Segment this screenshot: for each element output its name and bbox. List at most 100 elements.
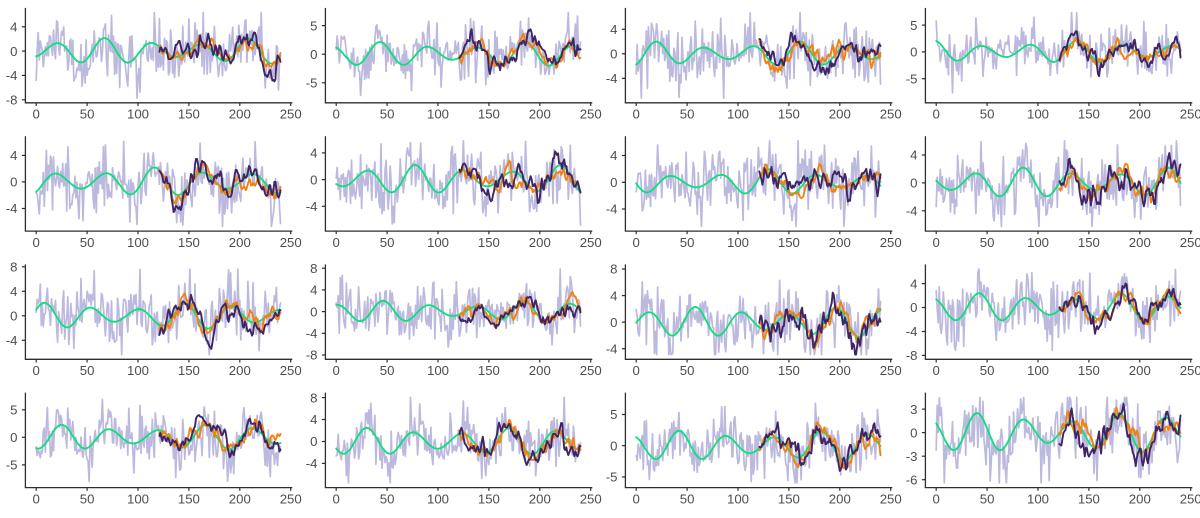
- svg-text:0: 0: [910, 300, 917, 315]
- svg-text:3: 3: [910, 402, 917, 417]
- svg-text:0: 0: [10, 309, 17, 324]
- svg-text:150: 150: [778, 107, 800, 122]
- svg-text:200: 200: [1129, 491, 1151, 506]
- svg-text:100: 100: [727, 363, 749, 378]
- svg-text:250: 250: [580, 107, 602, 122]
- svg-text:50: 50: [980, 491, 995, 506]
- svg-text:250: 250: [280, 107, 302, 122]
- svg-text:200: 200: [829, 363, 851, 378]
- svg-text:8: 8: [10, 260, 17, 275]
- svg-text:200: 200: [229, 491, 251, 506]
- svg-text:250: 250: [580, 363, 602, 378]
- svg-text:0: 0: [933, 491, 940, 506]
- svg-text:0: 0: [10, 44, 17, 59]
- svg-text:-5: -5: [906, 71, 918, 86]
- svg-text:-4: -4: [306, 199, 318, 214]
- svg-text:200: 200: [529, 363, 551, 378]
- svg-text:200: 200: [829, 107, 851, 122]
- svg-text:0: 0: [310, 434, 317, 449]
- svg-text:150: 150: [178, 491, 200, 506]
- svg-text:100: 100: [427, 107, 449, 122]
- svg-text:200: 200: [1129, 363, 1151, 378]
- svg-text:5: 5: [10, 403, 17, 418]
- svg-text:50: 50: [680, 107, 695, 122]
- svg-text:0: 0: [310, 304, 317, 319]
- svg-text:150: 150: [178, 363, 200, 378]
- svg-text:200: 200: [529, 107, 551, 122]
- svg-text:0: 0: [10, 175, 17, 190]
- svg-text:100: 100: [127, 107, 149, 122]
- svg-text:4: 4: [310, 283, 317, 298]
- svg-text:0: 0: [910, 45, 917, 60]
- svg-text:100: 100: [127, 491, 149, 506]
- svg-text:150: 150: [1078, 491, 1100, 506]
- svg-text:50: 50: [80, 363, 95, 378]
- svg-text:0: 0: [610, 315, 617, 330]
- svg-text:4: 4: [610, 22, 617, 37]
- svg-text:250: 250: [1180, 491, 1200, 506]
- svg-text:0: 0: [610, 438, 617, 453]
- svg-text:50: 50: [80, 107, 95, 122]
- svg-text:50: 50: [980, 363, 995, 378]
- svg-text:150: 150: [1078, 363, 1100, 378]
- svg-text:50: 50: [380, 491, 395, 506]
- svg-text:100: 100: [1027, 235, 1049, 250]
- svg-text:-5: -5: [6, 458, 18, 473]
- svg-text:4: 4: [10, 284, 17, 299]
- svg-text:50: 50: [80, 491, 95, 506]
- svg-text:150: 150: [1078, 235, 1100, 250]
- svg-text:200: 200: [1129, 107, 1151, 122]
- svg-text:-8: -8: [306, 348, 318, 363]
- svg-text:200: 200: [829, 235, 851, 250]
- svg-text:0: 0: [610, 47, 617, 62]
- svg-text:0: 0: [910, 176, 917, 191]
- svg-text:-4: -4: [906, 204, 918, 219]
- svg-text:100: 100: [1027, 107, 1049, 122]
- svg-text:-4: -4: [6, 68, 18, 83]
- svg-text:0: 0: [333, 363, 340, 378]
- svg-text:200: 200: [229, 363, 251, 378]
- svg-text:-6: -6: [906, 472, 918, 487]
- svg-text:250: 250: [280, 235, 302, 250]
- svg-text:150: 150: [778, 235, 800, 250]
- svg-text:8: 8: [610, 262, 617, 277]
- svg-text:200: 200: [529, 491, 551, 506]
- svg-text:5: 5: [910, 18, 917, 33]
- svg-text:5: 5: [610, 407, 617, 422]
- svg-text:100: 100: [727, 107, 749, 122]
- svg-text:250: 250: [580, 491, 602, 506]
- svg-text:-5: -5: [606, 470, 618, 485]
- svg-text:100: 100: [1027, 491, 1049, 506]
- svg-text:4: 4: [10, 148, 17, 163]
- svg-text:0: 0: [633, 107, 640, 122]
- svg-text:150: 150: [478, 107, 500, 122]
- svg-text:50: 50: [680, 491, 695, 506]
- svg-text:150: 150: [178, 235, 200, 250]
- svg-text:100: 100: [727, 235, 749, 250]
- svg-text:150: 150: [778, 491, 800, 506]
- svg-text:-5: -5: [306, 76, 318, 91]
- svg-text:0: 0: [633, 491, 640, 506]
- svg-text:100: 100: [427, 363, 449, 378]
- svg-text:100: 100: [427, 235, 449, 250]
- svg-text:0: 0: [933, 235, 940, 250]
- svg-text:100: 100: [127, 363, 149, 378]
- svg-text:4: 4: [610, 148, 617, 163]
- svg-text:-4: -4: [6, 333, 18, 348]
- svg-text:0: 0: [633, 363, 640, 378]
- svg-text:0: 0: [610, 175, 617, 190]
- svg-text:50: 50: [980, 235, 995, 250]
- svg-text:-4: -4: [606, 202, 618, 217]
- svg-text:0: 0: [333, 491, 340, 506]
- svg-text:150: 150: [478, 363, 500, 378]
- svg-text:0: 0: [933, 363, 940, 378]
- svg-text:250: 250: [280, 491, 302, 506]
- svg-text:0: 0: [910, 425, 917, 440]
- svg-text:0: 0: [333, 107, 340, 122]
- svg-text:4: 4: [910, 148, 917, 163]
- svg-text:8: 8: [310, 261, 317, 276]
- svg-text:50: 50: [680, 363, 695, 378]
- svg-text:0: 0: [633, 235, 640, 250]
- svg-text:250: 250: [880, 363, 902, 378]
- svg-text:4: 4: [310, 412, 317, 427]
